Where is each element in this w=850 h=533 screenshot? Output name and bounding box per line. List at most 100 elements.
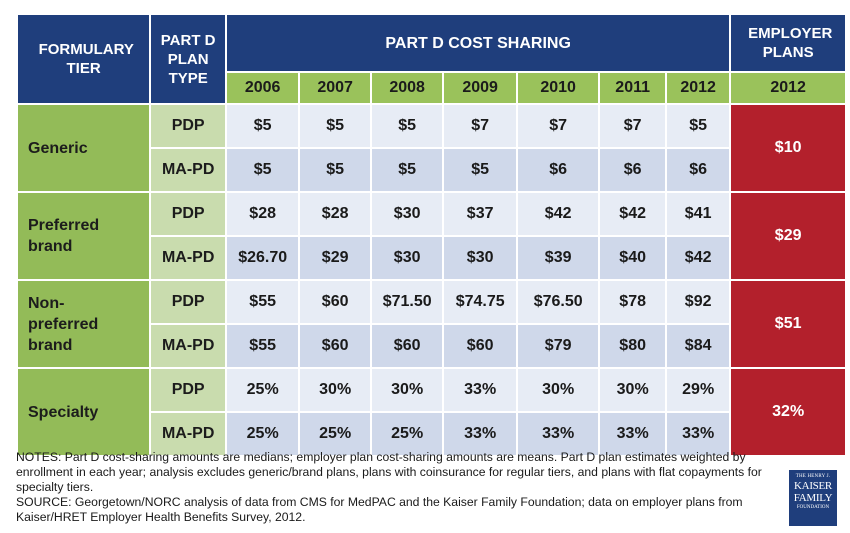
table-row: MA-PD $26.70 $29 $30 $30 $39 $40 $42 bbox=[18, 237, 845, 279]
value-cell: $55 bbox=[227, 281, 299, 323]
employer-value-cell: $10 bbox=[731, 105, 846, 191]
cost-sharing-table: FORMULARY TIER PART D PLAN TYPE PART D C… bbox=[16, 13, 847, 457]
employer-value-cell: $29 bbox=[731, 193, 846, 279]
plan-type-cell: PDP bbox=[151, 105, 226, 147]
value-cell: $30 bbox=[444, 237, 517, 279]
formulary-tier-header: FORMULARY TIER bbox=[18, 15, 150, 103]
value-cell: 30% bbox=[300, 369, 371, 411]
value-cell: $7 bbox=[444, 105, 517, 147]
value-cell: $42 bbox=[600, 193, 666, 235]
year-header-2012: 2012 bbox=[667, 73, 730, 103]
table-row: Generic PDP $5 $5 $5 $7 $7 $7 $5 $10 bbox=[18, 105, 846, 191]
value-cell: 30% bbox=[372, 369, 443, 411]
value-cell: $7 bbox=[518, 105, 599, 147]
value-cell: $80 bbox=[600, 325, 666, 367]
year-header-2008: 2008 bbox=[372, 73, 443, 103]
plan-type-cell: PDP bbox=[151, 369, 226, 411]
value-cell: 33% bbox=[444, 369, 517, 411]
kaiser-family-foundation-logo: THE HENRY J. KAISER FAMILY FOUNDATION bbox=[789, 470, 837, 526]
value-cell: 25% bbox=[227, 413, 299, 455]
value-cell: 29% bbox=[667, 369, 730, 411]
plan-type-cell: MA-PD bbox=[151, 149, 226, 191]
value-cell: $5 bbox=[372, 149, 443, 191]
value-cell: $5 bbox=[667, 105, 730, 147]
value-cell: $41 bbox=[667, 193, 730, 235]
value-cell: $7 bbox=[600, 105, 666, 147]
year-header-2007: 2007 bbox=[300, 73, 371, 103]
year-header-2009: 2009 bbox=[444, 73, 517, 103]
value-cell: $84 bbox=[667, 325, 730, 367]
year-header-2010: 2010 bbox=[518, 73, 599, 103]
table-row: Preferred brand PDP $28 $28 $30 $37 $42 $42 $41 $… bbox=[18, 193, 846, 279]
value-cell: $6 bbox=[600, 149, 666, 191]
plan-type-header: PART D PLAN TYPE bbox=[151, 15, 226, 103]
table-row: MA-PD $55 $60 $60 $60 $79 $80 $84 bbox=[18, 325, 845, 367]
logo-line-4: FOUNDATION bbox=[796, 505, 830, 510]
tier-label: Specialty bbox=[18, 369, 150, 455]
tier-label: Non-preferred brand bbox=[18, 281, 150, 367]
plan-type-cell: MA-PD bbox=[151, 325, 226, 367]
value-cell: $78 bbox=[600, 281, 666, 323]
table-row: MA-PD 25% 25% 25% 33% 33% 33% 33% bbox=[18, 413, 845, 455]
logo-line-2: KAISER bbox=[794, 480, 832, 492]
value-cell: $60 bbox=[300, 281, 371, 323]
value-cell: $42 bbox=[518, 193, 599, 235]
table-row: Specialty PDP 25% 30% 30% 33% 30% 30% 29% 32% bbox=[18, 369, 846, 455]
value-cell: $29 bbox=[300, 237, 371, 279]
employer-year-header: 2012 bbox=[731, 73, 846, 103]
value-cell: $5 bbox=[300, 105, 371, 147]
plan-type-cell: PDP bbox=[151, 193, 226, 235]
value-cell: 25% bbox=[227, 369, 299, 411]
value-cell: $92 bbox=[667, 281, 730, 323]
year-header-2011: 2011 bbox=[600, 73, 666, 103]
value-cell: $5 bbox=[227, 105, 299, 147]
value-cell: $40 bbox=[600, 237, 666, 279]
value-cell: 25% bbox=[300, 413, 371, 455]
value-cell: $6 bbox=[518, 149, 599, 191]
logo-line-1: THE HENRY J. bbox=[795, 474, 831, 479]
value-cell: $28 bbox=[227, 193, 299, 235]
value-cell: $37 bbox=[444, 193, 517, 235]
value-cell: $60 bbox=[372, 325, 443, 367]
value-cell: 33% bbox=[444, 413, 517, 455]
logo-line-3: FAMILY bbox=[793, 492, 833, 504]
value-cell: $30 bbox=[372, 193, 443, 235]
value-cell: 33% bbox=[518, 413, 599, 455]
value-cell: 30% bbox=[518, 369, 599, 411]
value-cell: $60 bbox=[300, 325, 371, 367]
value-cell: $5 bbox=[300, 149, 371, 191]
employer-value-cell: $51 bbox=[731, 281, 846, 367]
notes-text: NOTES: Part D cost-sharing amounts are m… bbox=[16, 450, 762, 494]
value-cell: $6 bbox=[667, 149, 730, 191]
source-text: SOURCE: Georgetown/NORC analysis of data… bbox=[16, 495, 743, 524]
value-cell: $28 bbox=[300, 193, 371, 235]
value-cell: $42 bbox=[667, 237, 730, 279]
part-d-cost-sharing-header: PART D COST SHARING bbox=[227, 15, 730, 71]
value-cell: $60 bbox=[444, 325, 517, 367]
tier-label: Generic bbox=[18, 105, 150, 191]
value-cell: 33% bbox=[600, 413, 666, 455]
value-cell: $71.50 bbox=[372, 281, 443, 323]
value-cell: $30 bbox=[372, 237, 443, 279]
value-cell: $5 bbox=[372, 105, 443, 147]
employer-plans-header: EMPLOYER PLANS bbox=[731, 15, 846, 71]
plan-type-cell: MA-PD bbox=[151, 237, 226, 279]
employer-value-cell: 32% bbox=[731, 369, 846, 455]
year-header-2006: 2006 bbox=[227, 73, 299, 103]
plan-type-cell: PDP bbox=[151, 281, 226, 323]
value-cell: 30% bbox=[600, 369, 666, 411]
value-cell: 33% bbox=[667, 413, 730, 455]
value-cell: $74.75 bbox=[444, 281, 517, 323]
value-cell: $76.50 bbox=[518, 281, 599, 323]
cost-sharing-grid: FORMULARY TIER PART D PLAN TYPE PART D C… bbox=[16, 13, 847, 457]
value-cell: $55 bbox=[227, 325, 299, 367]
plan-type-cell: MA-PD bbox=[151, 413, 226, 455]
table-row: Non-preferred brand PDP $55 $60 $71.50 $74.75… bbox=[18, 281, 846, 367]
value-cell: $26.70 bbox=[227, 237, 299, 279]
notes-block: NOTES: Part D cost-sharing amounts are m… bbox=[16, 450, 786, 525]
value-cell: $5 bbox=[227, 149, 299, 191]
value-cell: $79 bbox=[518, 325, 599, 367]
table-row: MA-PD $5 $5 $5 $5 $6 $6 $6 bbox=[18, 149, 845, 191]
tier-label: Preferred brand bbox=[18, 193, 150, 279]
value-cell: $5 bbox=[444, 149, 517, 191]
